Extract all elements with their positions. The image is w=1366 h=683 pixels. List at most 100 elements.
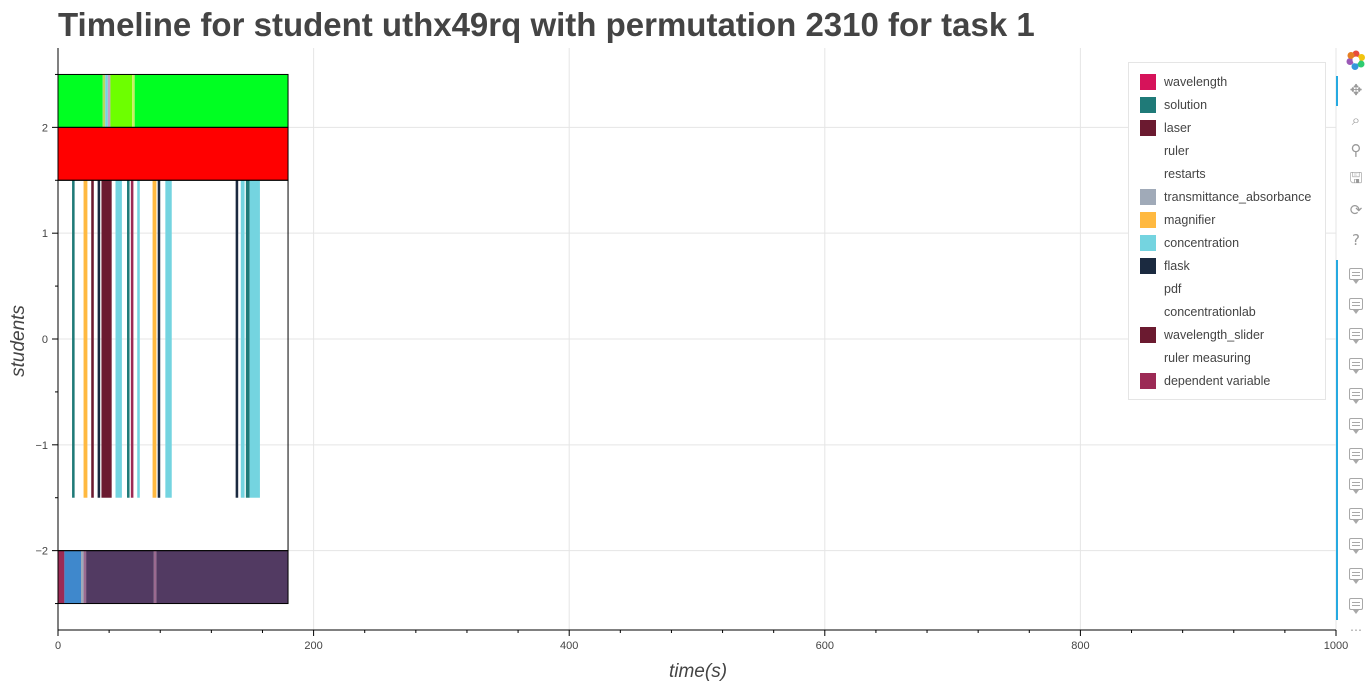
pan-icon[interactable]: ✥ bbox=[1349, 81, 1363, 99]
legend-label: ruler measuring bbox=[1164, 351, 1251, 365]
legend-swatch bbox=[1140, 327, 1156, 343]
x-tick-label: 200 bbox=[304, 640, 322, 652]
timeline-segment bbox=[64, 550, 82, 604]
timeline-segment bbox=[72, 180, 75, 498]
x-tick-label: 1000 bbox=[1324, 640, 1348, 652]
legend-swatch bbox=[1140, 120, 1156, 136]
legend: wavelength solution laser ruler restarts tran… bbox=[1128, 62, 1326, 400]
timeline-segment bbox=[130, 180, 134, 498]
legend-item[interactable]: magnifier bbox=[1140, 210, 1215, 230]
legend-swatch bbox=[1140, 189, 1156, 205]
y-tick-label: −2 bbox=[35, 546, 48, 558]
legend-swatch bbox=[1140, 281, 1156, 297]
hover-tool-icon[interactable] bbox=[1349, 538, 1363, 554]
timeline-segment bbox=[127, 180, 130, 498]
legend-item[interactable]: solution bbox=[1140, 95, 1207, 115]
box-zoom-icon[interactable]: ⌕ bbox=[1351, 111, 1361, 129]
legend-label: wavelength bbox=[1164, 75, 1228, 89]
legend-item[interactable]: laser bbox=[1140, 118, 1191, 138]
hover-tool-icon[interactable] bbox=[1349, 508, 1363, 524]
active-tool-indicator bbox=[1336, 76, 1338, 106]
hover-tool-icon[interactable] bbox=[1349, 388, 1363, 404]
timeline-segment bbox=[102, 74, 106, 128]
legend-item[interactable]: restarts bbox=[1140, 164, 1206, 184]
legend-label: dependent variable bbox=[1164, 374, 1271, 388]
timeline-segment bbox=[134, 74, 289, 128]
legend-label: wavelength_slider bbox=[1164, 328, 1265, 342]
legend-item[interactable]: concentration bbox=[1140, 233, 1239, 253]
legend-swatch bbox=[1140, 212, 1156, 228]
legend-item[interactable]: wavelength bbox=[1140, 72, 1227, 92]
more-tools-icon[interactable]: ⋯ bbox=[1350, 623, 1362, 637]
help-icon[interactable]: ? bbox=[1352, 231, 1360, 249]
inspector-indicator bbox=[1336, 260, 1338, 620]
legend-label: concentration bbox=[1164, 236, 1240, 250]
legend-item[interactable]: pdf bbox=[1140, 279, 1181, 299]
legend-label: concentrationlab bbox=[1164, 305, 1256, 319]
hover-tool-icon[interactable] bbox=[1349, 598, 1363, 614]
legend-item[interactable]: flask bbox=[1140, 256, 1190, 276]
wheel-zoom-icon[interactable]: ⚲ bbox=[1350, 141, 1362, 159]
bars-layer bbox=[57, 73, 289, 605]
hover-tool-icon[interactable] bbox=[1349, 478, 1363, 494]
axes-layer: 0 200 400 600 800 1000 −2 −1 0 1 2 bbox=[35, 48, 1348, 652]
hover-tool-icon[interactable] bbox=[1349, 568, 1363, 584]
y-axis-label: students bbox=[8, 305, 29, 377]
legend-label: restarts bbox=[1164, 167, 1206, 181]
chart-title: Timeline for student uthx49rq with permu… bbox=[58, 6, 1035, 43]
timeline-segment bbox=[86, 550, 154, 604]
x-tick-label: 400 bbox=[560, 640, 578, 652]
bokeh-logo-icon[interactable] bbox=[1346, 50, 1366, 70]
timeline-segment bbox=[83, 550, 87, 604]
timeline-segment bbox=[157, 180, 161, 498]
hover-tool-icon[interactable] bbox=[1349, 448, 1363, 464]
legend-swatch bbox=[1140, 97, 1156, 113]
legend-label: transmittance_absorbance bbox=[1164, 190, 1312, 204]
timeline-segment bbox=[91, 180, 94, 498]
legend-label: ruler bbox=[1164, 144, 1190, 158]
y-tick-label: 0 bbox=[42, 334, 48, 346]
hover-tool-icon[interactable] bbox=[1349, 268, 1363, 284]
toolbar: ✥ ⌕ ⚲ 🖫 ⟳? ⋯ bbox=[1336, 48, 1366, 683]
timeline-segment bbox=[105, 74, 108, 128]
hover-tool-icon[interactable] bbox=[1349, 328, 1363, 344]
timeline-segment bbox=[58, 74, 103, 128]
timeline-segment bbox=[83, 180, 88, 498]
legend-item[interactable]: ruler measuring bbox=[1140, 348, 1251, 368]
legend-item[interactable]: wavelength_slider bbox=[1140, 325, 1264, 345]
legend-label: pdf bbox=[1164, 282, 1182, 296]
timeline-segment bbox=[153, 550, 157, 604]
timeline-segment bbox=[165, 180, 172, 498]
x-tick-label: 0 bbox=[55, 640, 61, 652]
legend-item[interactable]: ruler bbox=[1140, 141, 1189, 161]
legend-swatch bbox=[1140, 166, 1156, 182]
legend-swatch bbox=[1140, 350, 1156, 366]
timeline-segment bbox=[101, 180, 112, 498]
timeline-segment bbox=[97, 180, 101, 498]
hover-tool-icon[interactable] bbox=[1349, 418, 1363, 434]
legend-swatch bbox=[1140, 235, 1156, 251]
legend-swatch bbox=[1140, 373, 1156, 389]
legend-label: magnifier bbox=[1164, 213, 1216, 227]
y-tick-label: 2 bbox=[42, 122, 48, 134]
legend-item[interactable]: transmittance_absorbance bbox=[1140, 187, 1311, 207]
timeline-segment bbox=[235, 180, 239, 498]
legend-item[interactable]: concentrationlab bbox=[1140, 302, 1256, 322]
legend-swatch bbox=[1140, 258, 1156, 274]
legend-label: solution bbox=[1164, 98, 1208, 112]
hover-tool-icon[interactable] bbox=[1349, 358, 1363, 374]
timeline-segment bbox=[115, 180, 122, 498]
y-tick-label: 1 bbox=[42, 228, 48, 240]
reset-icon[interactable]: ⟳ bbox=[1349, 201, 1363, 219]
legend-swatch bbox=[1140, 74, 1156, 90]
legend-label: laser bbox=[1164, 121, 1192, 135]
y-tick-label: −1 bbox=[35, 440, 48, 452]
timeline-segment bbox=[152, 180, 157, 498]
x-axis-label: time(s) bbox=[669, 661, 727, 682]
save-icon[interactable]: 🖫 bbox=[1349, 168, 1363, 187]
hover-tool-icon[interactable] bbox=[1349, 298, 1363, 314]
legend-swatch bbox=[1140, 143, 1156, 159]
timeline-segment bbox=[110, 74, 133, 128]
legend-item[interactable]: dependent variable bbox=[1140, 371, 1270, 391]
